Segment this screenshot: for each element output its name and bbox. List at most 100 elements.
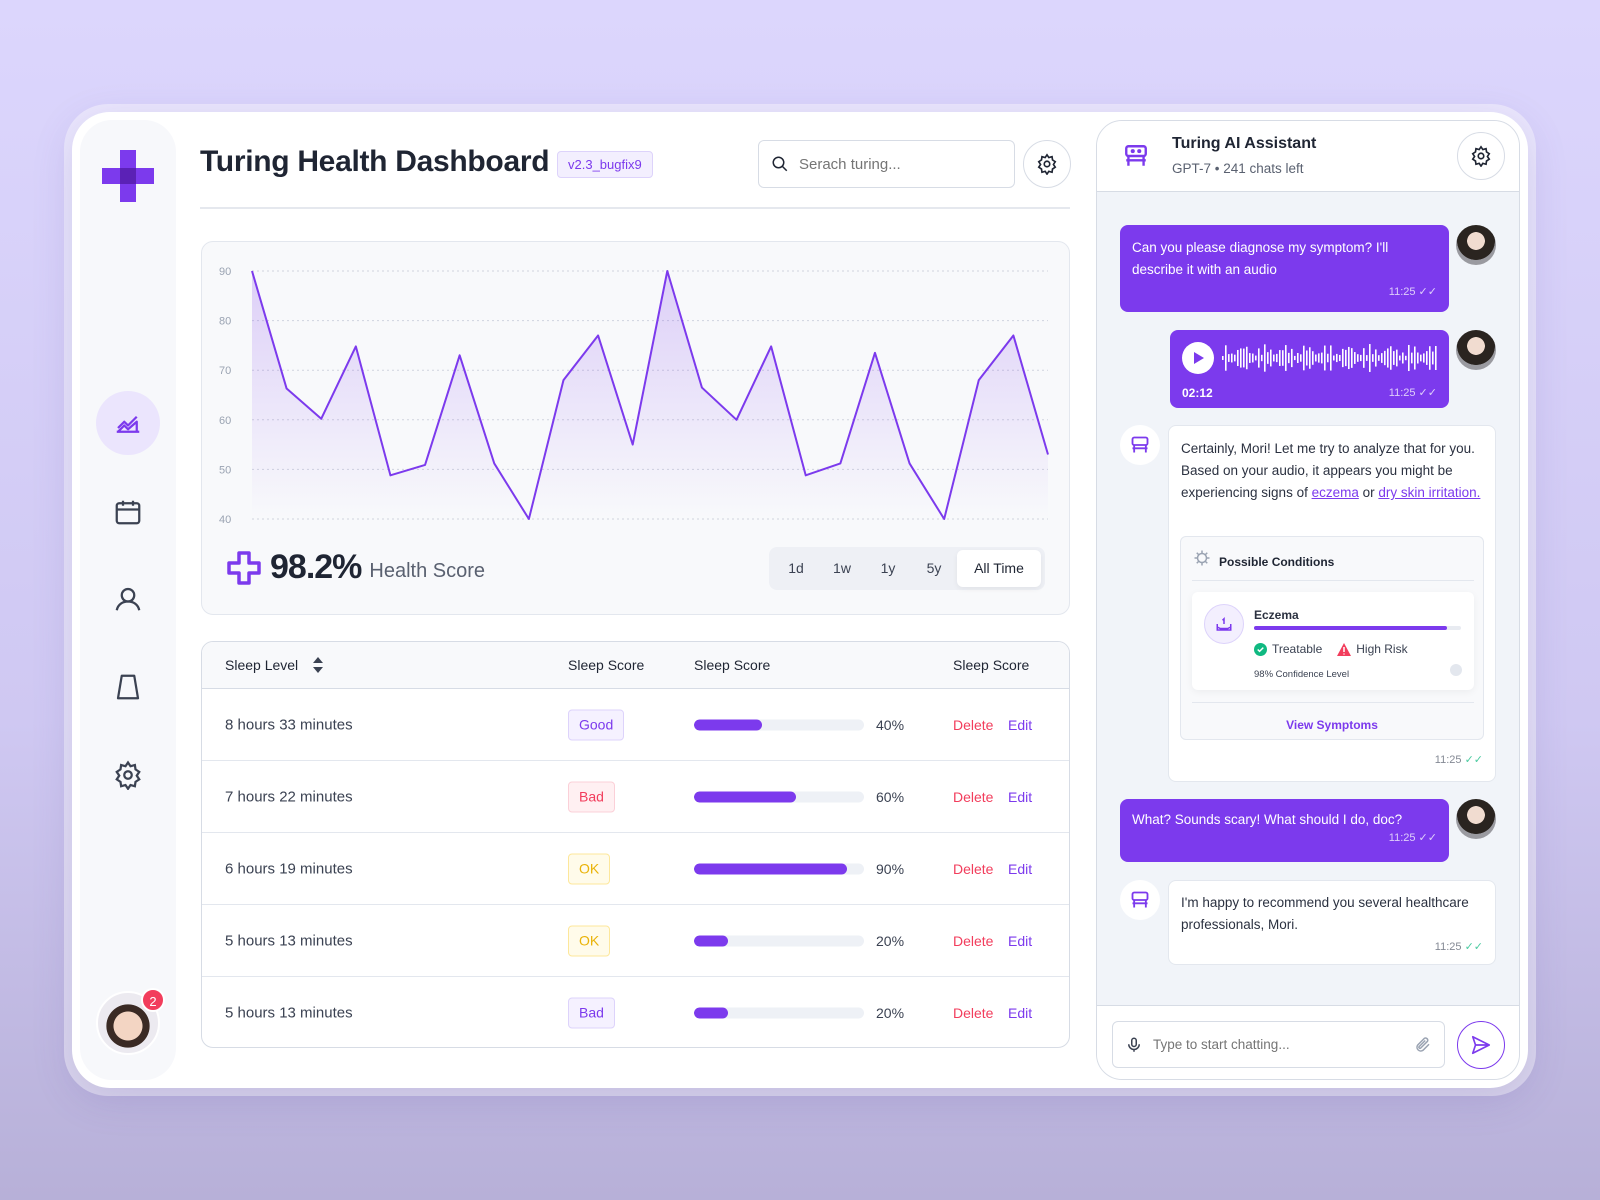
sleep-score-badge: OK: [568, 853, 611, 884]
chat-settings-button[interactable]: [1457, 132, 1505, 180]
filter-1w[interactable]: 1w: [833, 560, 851, 576]
audio-waveform[interactable]: [1222, 342, 1438, 374]
health-score-value: 98.2%: [270, 548, 362, 586]
chat-header: Turing AI Assistant GPT-7 • 241 chats le…: [1097, 121, 1519, 192]
robot-icon: [1131, 891, 1149, 908]
sleep-level: 6 hours 19 minutes: [225, 860, 353, 877]
page-title: Turing Health Dashboard: [200, 145, 550, 178]
sleep-level: 5 hours 13 minutes: [225, 932, 353, 949]
table-row: 7 hours 22 minutes Bad 60% Delete Edit: [202, 761, 1069, 833]
play-icon: [1194, 352, 1204, 364]
sidebar-item-settings[interactable]: [96, 743, 160, 807]
robot-icon: [1125, 145, 1147, 166]
sleep-score-bar: [694, 1007, 864, 1019]
sort-icon[interactable]: [312, 656, 324, 674]
column-header-actions: Sleep Score: [953, 657, 1030, 673]
send-button[interactable]: [1457, 1021, 1505, 1069]
message-time: 11:25 ✓✓: [1388, 387, 1437, 399]
sleep-score-badge: Bad: [568, 997, 615, 1029]
search-input[interactable]: [799, 155, 989, 173]
sidebar-item-nutrition[interactable]: [96, 655, 160, 719]
message-text: Can you please diagnose my symptom? I'll…: [1132, 240, 1389, 277]
column-header-sleep-score-progress: Sleep Score: [694, 657, 771, 673]
paperclip-icon[interactable]: [1414, 1036, 1432, 1054]
table-row: 6 hours 19 minutes OK 90% Delete Edit: [202, 833, 1069, 905]
delete-button[interactable]: Delete: [953, 716, 994, 733]
edit-button[interactable]: Edit: [1008, 1005, 1033, 1021]
delete-button[interactable]: Delete: [953, 860, 994, 877]
sleep-score-bar: [694, 863, 864, 874]
delete-button[interactable]: Delete: [953, 932, 994, 949]
view-symptoms-link[interactable]: View Symptoms: [1286, 718, 1378, 732]
possible-conditions-card: Possible Conditions Eczema Treatable Hig…: [1180, 536, 1484, 740]
condition-item[interactable]: Eczema Treatable High Risk 98% Confidenc…: [1192, 592, 1474, 690]
edit-button[interactable]: Edit: [1008, 716, 1033, 733]
chat-input[interactable]: [1153, 1037, 1404, 1052]
edit-button[interactable]: Edit: [1008, 932, 1033, 949]
filter-all-time[interactable]: All Time: [957, 550, 1041, 587]
delete-button[interactable]: Delete: [953, 1005, 994, 1021]
cup-icon: [116, 674, 140, 700]
version-badge: v2.3_bugfix9: [557, 151, 653, 178]
bot-avatar: [1120, 880, 1160, 920]
message-text: I'm happy to recommend you several healt…: [1181, 895, 1469, 932]
sleep-score-badge: OK: [568, 925, 611, 956]
filter-5y[interactable]: 5y: [926, 560, 942, 576]
sleep-score-bar: [694, 791, 864, 802]
message-time: 11:25 ✓✓: [1388, 832, 1437, 844]
condition-confidence-bar: [1254, 626, 1461, 630]
user-avatar: [1456, 799, 1496, 839]
time-range-filter: 1d 1w 1y 5y All Time: [769, 547, 1045, 590]
health-series-line: [251, 270, 1049, 520]
search-box[interactable]: [758, 140, 1015, 188]
header-divider: [200, 207, 1070, 209]
message-time: 11:25 ✓✓: [1388, 286, 1437, 298]
search-icon: [772, 156, 788, 172]
sleep-score-percent: 90%: [876, 860, 905, 877]
sidebar-item-profile[interactable]: [96, 567, 160, 631]
health-line-chart: 90 80 70 60 50 40: [219, 266, 1049, 526]
user-message: Can you please diagnose my symptom? I'll…: [1120, 225, 1449, 312]
chat-input-box[interactable]: [1112, 1021, 1445, 1068]
divider: [1192, 702, 1474, 703]
microphone-icon[interactable]: [1125, 1036, 1143, 1054]
sleep-score-percent: 40%: [876, 716, 905, 733]
send-icon: [1471, 1035, 1491, 1055]
bot-message: I'm happy to recommend you several healt…: [1168, 880, 1496, 965]
info-icon[interactable]: [1450, 664, 1462, 676]
tag-high-risk: High Risk: [1356, 642, 1408, 656]
medical-cross-icon: [227, 550, 261, 585]
sleep-score-badge: Bad: [568, 781, 615, 812]
sleep-level: 7 hours 22 minutes: [225, 788, 353, 805]
sidebar: [80, 120, 176, 1080]
area-fill: [252, 271, 1048, 519]
link-dry-skin[interactable]: dry skin irritation.: [1378, 485, 1481, 500]
delete-button[interactable]: Delete: [953, 788, 994, 805]
y-tick-label: 40: [219, 514, 231, 526]
gear-icon: [1471, 145, 1491, 167]
column-header-sleep-level[interactable]: Sleep Level: [225, 657, 299, 673]
y-tick-label: 50: [219, 464, 231, 476]
edit-button[interactable]: Edit: [1008, 860, 1033, 877]
sleep-level: 5 hours 13 minutes: [225, 1004, 353, 1022]
user-avatar: [1456, 225, 1496, 265]
sleep-score-percent: 20%: [876, 1005, 905, 1021]
filter-1y[interactable]: 1y: [880, 560, 896, 576]
message-time: 11:25 ✓✓: [1434, 941, 1483, 953]
link-eczema[interactable]: eczema: [1311, 485, 1359, 500]
skin-icon: [1204, 604, 1244, 644]
confidence-level: 98% Confidence Level: [1254, 669, 1350, 680]
sidebar-item-calendar[interactable]: [96, 480, 160, 544]
edit-button[interactable]: Edit: [1008, 788, 1033, 805]
table-row: 5 hours 13 minutes Bad 20% Delete Edit: [202, 977, 1069, 1047]
sleep-score-percent: 20%: [876, 932, 905, 949]
settings-button[interactable]: [1023, 140, 1071, 188]
table-header: Sleep Level Sleep Score Sleep Score Slee…: [202, 642, 1069, 689]
bot-message: Certainly, Mori! Let me try to analyze t…: [1168, 425, 1496, 782]
play-button[interactable]: [1182, 342, 1214, 374]
filter-1d[interactable]: 1d: [788, 560, 804, 576]
user-icon: [115, 587, 141, 611]
sleep-score-badge: Good: [568, 709, 625, 740]
health-score: 98.2% Health Score: [226, 548, 485, 587]
sidebar-item-analytics[interactable]: [96, 391, 160, 455]
